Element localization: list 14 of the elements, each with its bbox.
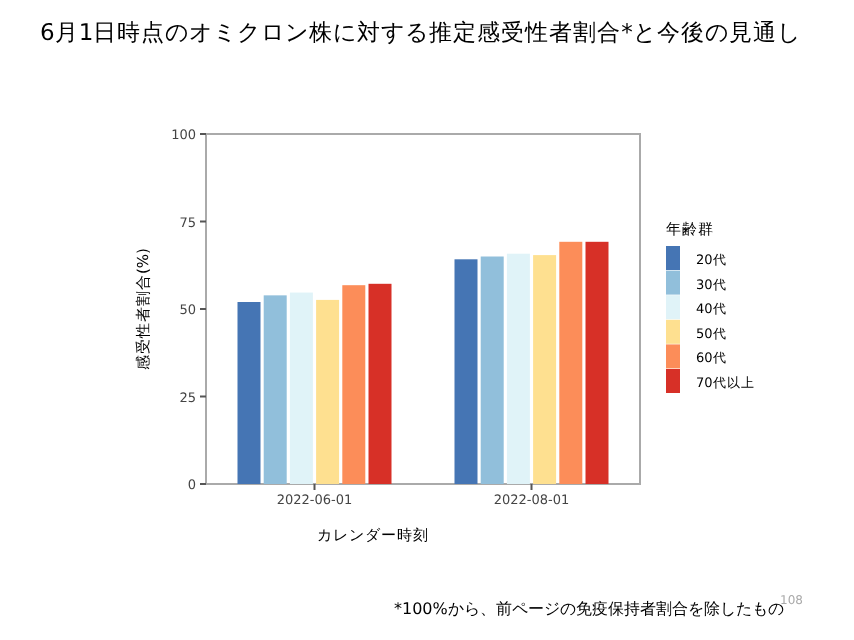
bar <box>585 241 609 484</box>
bar <box>316 299 340 484</box>
bar <box>480 256 504 484</box>
bar <box>289 292 313 484</box>
chart-title: 6月1日時点のオミクロン株に対する推定感受性者割合*と今後の見通し <box>40 18 801 46</box>
bar <box>342 285 366 484</box>
bar <box>506 253 530 484</box>
bar <box>454 259 478 484</box>
bar <box>368 283 392 484</box>
bar <box>559 241 583 484</box>
text: *100%から、前ページの免疫保持者割合を除したもの <box>394 600 784 618</box>
bar <box>533 255 557 484</box>
bar <box>263 295 287 484</box>
bar <box>237 302 261 484</box>
